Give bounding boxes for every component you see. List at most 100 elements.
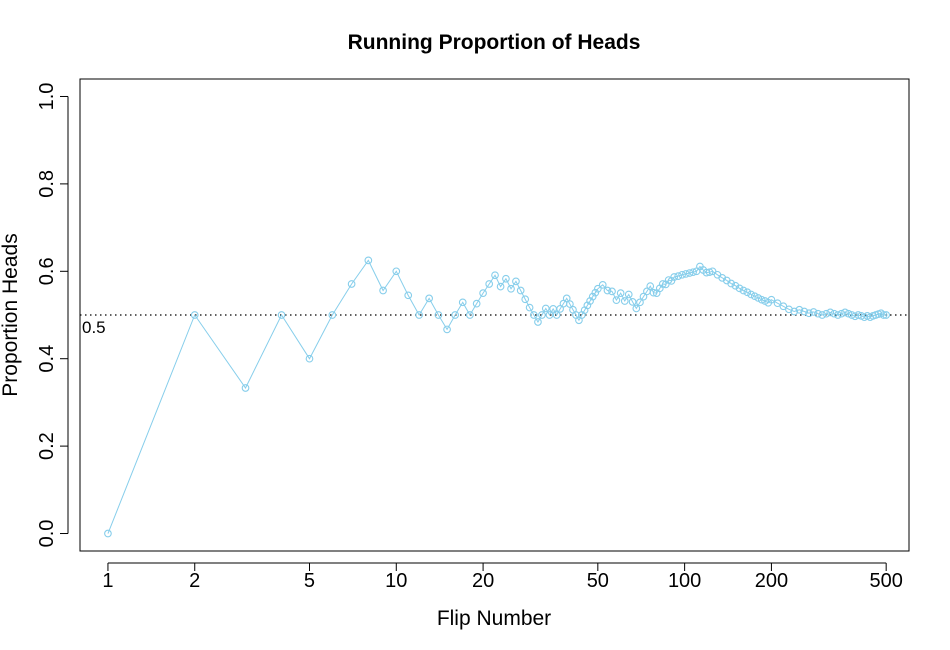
- y-axis: 0.0 0.2 0.4 0.6 0.8 1.0: [36, 83, 69, 548]
- data-point: [485, 280, 494, 288]
- data-point: [552, 311, 561, 319]
- data-point: [822, 309, 831, 318]
- data-point: [277, 311, 286, 319]
- data-point: [458, 298, 467, 307]
- y-axis-label: Proportion Heads: [0, 233, 22, 396]
- data-point: [538, 311, 546, 319]
- data-point: [466, 311, 474, 319]
- data-point: [379, 286, 387, 295]
- data-point: [593, 284, 602, 293]
- data-layer: [104, 256, 891, 538]
- data-point: [747, 290, 755, 299]
- data-point: [844, 309, 853, 318]
- data-point: [496, 282, 505, 291]
- plot-frame: [79, 78, 910, 552]
- data-point: [598, 280, 607, 289]
- data-point: [705, 268, 714, 277]
- data-point: [608, 287, 616, 296]
- data-point: [879, 311, 888, 319]
- data-point: [434, 311, 443, 319]
- data-point: [305, 354, 314, 363]
- data-point: [750, 292, 759, 301]
- data-point: [636, 298, 644, 307]
- data-point: [425, 294, 433, 303]
- data-point: [649, 288, 658, 297]
- data-point: [328, 311, 337, 319]
- data-point: [521, 295, 530, 304]
- y-tick-label: 0.0: [36, 520, 58, 548]
- data-point: [534, 318, 542, 326]
- y-tick-label: 1.0: [36, 83, 58, 111]
- data-point: [591, 288, 600, 297]
- data-point: [451, 311, 459, 319]
- data-point: [588, 292, 597, 301]
- x-tick-label: 20: [472, 570, 494, 592]
- data-point: [830, 309, 838, 318]
- data-point: [392, 267, 401, 276]
- data-point: [773, 299, 782, 308]
- data-point: [620, 297, 629, 305]
- x-tick-label: 2: [189, 570, 200, 592]
- y-tick-label: 0.4: [36, 345, 58, 373]
- data-point: [639, 292, 648, 301]
- data-point: [658, 280, 667, 288]
- data-point: [612, 296, 621, 304]
- data-point: [731, 281, 740, 290]
- data-point: [800, 307, 809, 316]
- data-point: [735, 284, 744, 293]
- data-point: [507, 284, 515, 293]
- data-point: [545, 311, 554, 319]
- data-point: [743, 288, 752, 297]
- x-axis-label: Flip Number: [437, 607, 551, 630]
- y-tick-label: 0.8: [36, 170, 58, 198]
- data-point: [757, 295, 766, 304]
- data-point: [674, 272, 683, 280]
- data-point: [516, 286, 525, 295]
- x-tick-label: 200: [755, 570, 788, 592]
- data-point: [685, 269, 694, 277]
- data-point: [689, 268, 697, 277]
- data-point: [566, 300, 574, 308]
- data-point: [364, 256, 373, 265]
- data-point: [404, 291, 413, 300]
- data-point: [646, 282, 655, 291]
- data-point: [530, 311, 538, 319]
- data-point: [541, 304, 550, 313]
- x-tick-label: 50: [587, 570, 609, 592]
- data-point: [739, 286, 748, 295]
- data-point: [104, 529, 112, 538]
- data-point: [795, 305, 804, 314]
- x-tick-label: 100: [668, 570, 701, 592]
- data-point: [512, 277, 520, 286]
- data-point: [624, 290, 633, 299]
- data-point: [790, 307, 799, 316]
- data-point: [502, 274, 510, 283]
- series-line: [107, 259, 887, 534]
- data-point: [616, 289, 625, 298]
- data-point: [727, 279, 736, 288]
- data-point: [805, 309, 813, 318]
- reference-layer: 0.5: [80, 314, 909, 337]
- data-point: [347, 280, 356, 288]
- data-point: [241, 384, 250, 392]
- data-point: [479, 289, 487, 298]
- data-point: [678, 270, 686, 279]
- data-point: [415, 311, 423, 319]
- data-point: [632, 304, 641, 313]
- data-point: [670, 273, 679, 281]
- data-point: [472, 299, 481, 308]
- data-point: [818, 311, 827, 319]
- data-point: [190, 311, 199, 319]
- x-tick-label: 5: [304, 570, 315, 592]
- data-point: [556, 305, 564, 313]
- reference-line-label: 0.5: [82, 318, 106, 337]
- data-point: [682, 270, 690, 278]
- data-point: [882, 311, 891, 319]
- data-point: [562, 294, 571, 303]
- data-point: [841, 308, 849, 317]
- x-axis: 1 2 5 10 20 50 100 200 500: [102, 562, 903, 592]
- y-tick-label: 0.2: [36, 432, 58, 460]
- data-point: [603, 286, 612, 295]
- x-tick-label: 500: [869, 570, 902, 592]
